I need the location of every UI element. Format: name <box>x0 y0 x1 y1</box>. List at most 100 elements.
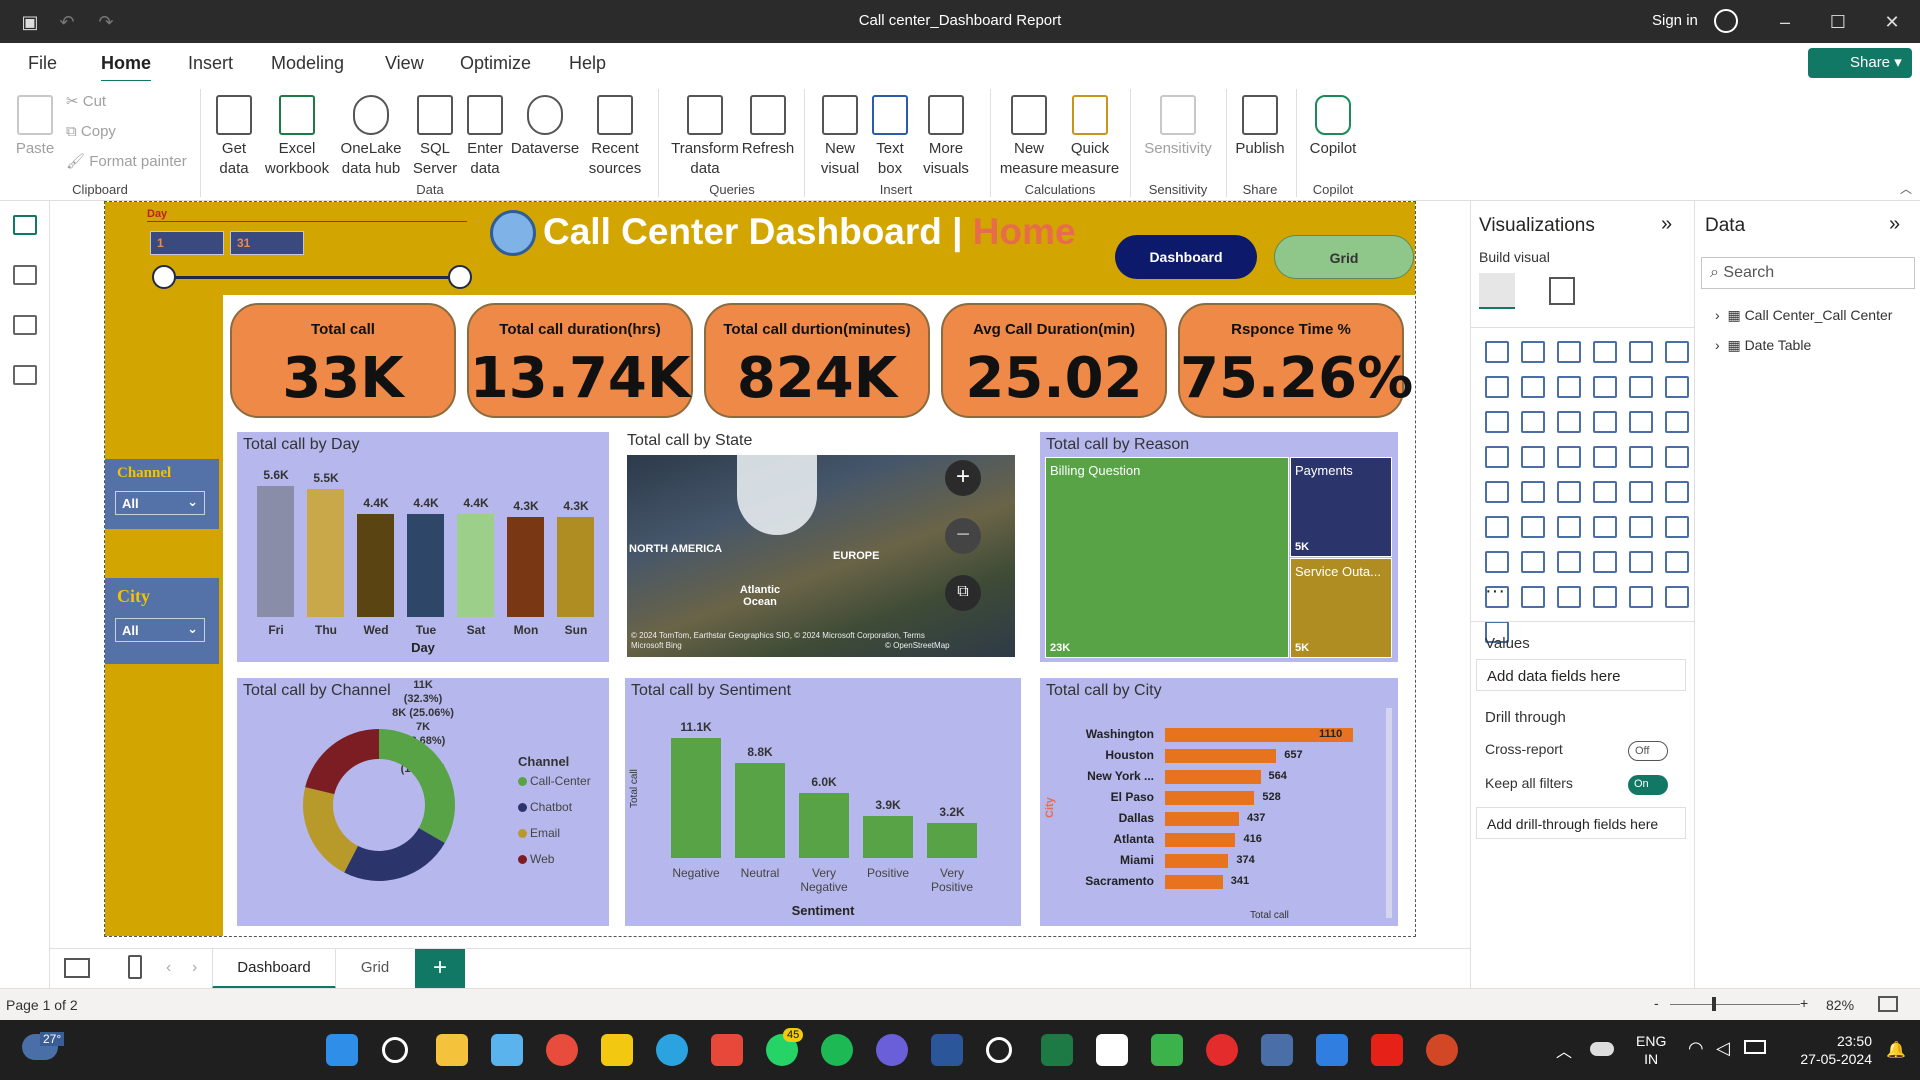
new-measure-button[interactable]: New measure <box>997 95 1061 179</box>
channel-dropdown[interactable]: All ⌄ <box>115 491 205 515</box>
power-bi-icon[interactable] <box>601 1034 633 1066</box>
visual-type-icon[interactable] <box>1557 516 1581 538</box>
kpi-card[interactable]: Total call 33K <box>230 303 456 418</box>
app-icon[interactable] <box>1206 1034 1238 1066</box>
visual-type-icon[interactable] <box>1629 516 1653 538</box>
menu-insert[interactable]: Insert <box>188 53 234 73</box>
store-icon[interactable] <box>491 1034 523 1066</box>
copy-button[interactable]: ⧉ Copy <box>66 123 116 140</box>
paste-button[interactable]: Paste <box>14 95 56 159</box>
visual-type-icon[interactable] <box>1629 446 1653 468</box>
redo-icon[interactable]: ↷ <box>98 12 114 32</box>
chart-total-call-by-sentiment[interactable]: Total call by Sentiment Total call Senti… <box>625 678 1021 926</box>
donut-slice[interactable] <box>344 828 445 881</box>
bar[interactable] <box>1165 854 1229 868</box>
threads-icon[interactable] <box>986 1037 1012 1063</box>
model-view-icon[interactable] <box>13 315 37 335</box>
spotify-icon[interactable] <box>821 1034 853 1066</box>
youtube-icon[interactable] <box>1371 1034 1403 1066</box>
visual-type-icon[interactable] <box>1557 586 1581 608</box>
vscode-icon[interactable] <box>1316 1034 1348 1066</box>
map-style-button[interactable]: ⧉ <box>945 575 981 611</box>
word-icon[interactable] <box>931 1034 963 1066</box>
table-item[interactable]: › ▦ Call Center_Call Center <box>1715 307 1893 323</box>
zoom-out-button[interactable]: − <box>945 518 981 554</box>
language-indicator[interactable]: ENG IN <box>1636 1032 1666 1068</box>
publish-button[interactable]: Publish <box>1232 95 1288 159</box>
japan-dict-icon[interactable] <box>1096 1034 1128 1066</box>
prev-page-icon[interactable]: ‹ <box>166 959 172 976</box>
visual-type-icon[interactable] <box>1557 551 1581 573</box>
visual-type-icon[interactable] <box>1485 621 1509 643</box>
share-button[interactable]: Share ▾ <box>1808 48 1912 78</box>
map-total-call-by-state[interactable]: Total call by State NORTH AMERICA EUROPE… <box>621 430 1015 660</box>
more-icon[interactable]: ··· <box>1485 580 1505 602</box>
menu-optimize[interactable]: Optimize <box>460 53 532 73</box>
sql-server-button[interactable]: SQL Server <box>410 95 460 179</box>
visual-type-icon[interactable] <box>1665 551 1689 573</box>
add-drill-through-well[interactable]: Add drill-through fields here <box>1476 807 1686 839</box>
notifications-icon[interactable]: 🔔 <box>1886 1042 1906 1059</box>
kpi-card[interactable]: Total call durtion(minutes) 824K <box>704 303 930 418</box>
collapse-pane-icon[interactable]: » <box>1661 213 1673 235</box>
chrome-icon[interactable] <box>546 1034 578 1066</box>
minimize-icon[interactable]: – <box>1779 12 1790 32</box>
add-page-button[interactable]: + <box>415 949 465 989</box>
battery-icon[interactable] <box>1744 1040 1766 1054</box>
table-item[interactable]: › ▦ Date Table <box>1715 337 1812 353</box>
excel-workbook-button[interactable]: Excel workbook <box>262 95 332 179</box>
start-icon[interactable] <box>326 1034 358 1066</box>
excel-icon[interactable] <box>1041 1034 1073 1066</box>
bar[interactable] <box>1165 770 1261 784</box>
mobile-layout-icon[interactable] <box>128 955 142 979</box>
maximize-icon[interactable]: ☐ <box>1829 12 1847 32</box>
visual-type-icon[interactable] <box>1557 446 1581 468</box>
visual-type-icon[interactable] <box>1665 446 1689 468</box>
scrollbar[interactable] <box>1386 708 1392 918</box>
bar[interactable] <box>1165 791 1255 805</box>
visual-type-icon[interactable] <box>1485 341 1509 363</box>
kpi-card[interactable]: Rsponce Time % 75.26% <box>1178 303 1413 418</box>
enter-data-button[interactable]: Enter data <box>461 95 509 179</box>
day-range-handle-start[interactable] <box>152 265 176 289</box>
visual-type-icon[interactable] <box>1665 516 1689 538</box>
recent-sources-button[interactable]: Recent sources <box>580 95 650 179</box>
visual-type-icon[interactable] <box>1593 516 1617 538</box>
save-icon[interactable]: ▣ <box>21 12 39 32</box>
bar[interactable] <box>307 488 344 617</box>
build-visual-tab[interactable] <box>1479 273 1515 309</box>
donut-slice[interactable] <box>305 729 379 795</box>
volume-icon[interactable]: ◁ <box>1716 1038 1730 1058</box>
chart-total-call-by-day[interactable]: Total call by Day Day 5.6K Fri 5.5K Thu 4.4K… <box>237 432 609 662</box>
visual-type-icon[interactable] <box>1521 411 1545 433</box>
visual-type-icon[interactable] <box>1593 551 1617 573</box>
visual-type-icon[interactable] <box>1521 446 1545 468</box>
app-icon[interactable] <box>1261 1034 1293 1066</box>
chart-total-call-by-channel[interactable]: Total call by Channel Channel Call-Cente… <box>237 678 609 926</box>
dax-query-view-icon[interactable] <box>13 365 37 385</box>
visual-type-icon[interactable] <box>1593 376 1617 398</box>
keep-filters-toggle[interactable]: On <box>1628 775 1668 795</box>
bar[interactable] <box>863 815 913 858</box>
zoom-slider[interactable] <box>1670 1004 1800 1005</box>
cross-report-toggle[interactable]: Off <box>1628 741 1668 761</box>
bar[interactable] <box>671 738 721 858</box>
bar[interactable] <box>357 514 394 617</box>
format-painter-button[interactable]: 🖌 Format painter <box>66 153 187 170</box>
treemap-total-call-by-reason[interactable]: Total call by Reason Billing Question 23… <box>1040 432 1398 662</box>
visual-type-icon[interactable] <box>1557 376 1581 398</box>
app-icon[interactable] <box>1151 1034 1183 1066</box>
visual-type-icon[interactable] <box>1593 411 1617 433</box>
collapse-pane-icon[interactable]: » <box>1889 213 1901 235</box>
visual-type-icon[interactable] <box>1665 341 1689 363</box>
visual-type-icon[interactable] <box>1629 481 1653 503</box>
bar[interactable] <box>557 516 594 617</box>
visual-type-icon[interactable] <box>1521 481 1545 503</box>
map-area[interactable]: NORTH AMERICA EUROPE Atlantic Ocean + − … <box>627 455 1015 657</box>
menu-file[interactable]: File <box>28 53 58 73</box>
zoom-slider-thumb[interactable] <box>1712 997 1716 1011</box>
file-explorer-icon[interactable] <box>436 1034 468 1066</box>
day-to-input[interactable]: 31 <box>230 231 304 255</box>
zoom-in-icon[interactable]: + <box>1800 995 1809 1011</box>
chevron-up-icon[interactable]: ︿ <box>1556 1044 1573 1061</box>
